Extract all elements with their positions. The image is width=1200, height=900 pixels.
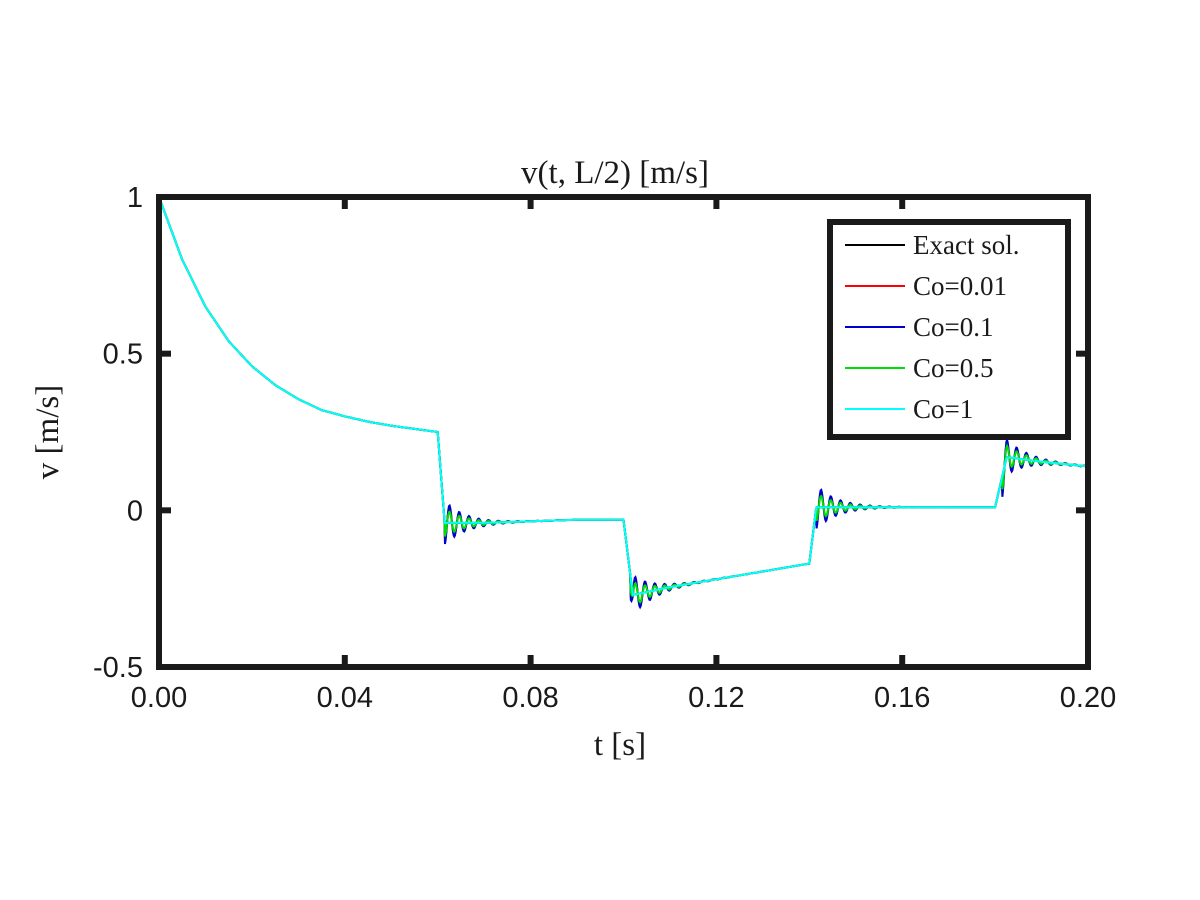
plot-frame	[156, 194, 1091, 670]
series-line-4	[158, 196, 1089, 597]
chart-title: v(t, L/2) [m/s]	[521, 155, 709, 191]
x-tick-label: 0.04	[317, 682, 373, 714]
legend-label-0: Exact sol.	[913, 230, 1019, 260]
legend-box	[827, 219, 1071, 440]
x-tick-label: 0.00	[131, 682, 187, 714]
x-tick-label: 0.12	[688, 682, 744, 714]
y-tick-label: -0.5	[93, 652, 143, 684]
y-tick-label: 0.5	[103, 339, 143, 371]
legend-label-3: Co=0.5	[913, 353, 994, 383]
x-tick-label: 0.08	[502, 682, 558, 714]
legend-label-4: Co=1	[913, 394, 973, 424]
legend: Exact sol. Co=0.01 Co=0.1 Co=0.5 Co=1	[827, 219, 1071, 440]
x-tick-label: 0.16	[874, 682, 930, 714]
y-axis-label: v [m/s]	[30, 385, 66, 479]
legend-label-1: Co=0.01	[913, 271, 1007, 301]
tick-labels: 0.00 0.04 0.08 0.12 0.16 0.20 -0.5 0 0.5 1	[93, 182, 1116, 714]
y-tick-label: 1	[127, 182, 143, 214]
series-lines	[158, 196, 1089, 610]
x-axis-label: t [s]	[594, 727, 646, 763]
x-tick-label: 0.20	[1060, 682, 1116, 714]
legend-label-2: Co=0.1	[913, 312, 994, 342]
y-tick-label: 0	[127, 495, 143, 527]
